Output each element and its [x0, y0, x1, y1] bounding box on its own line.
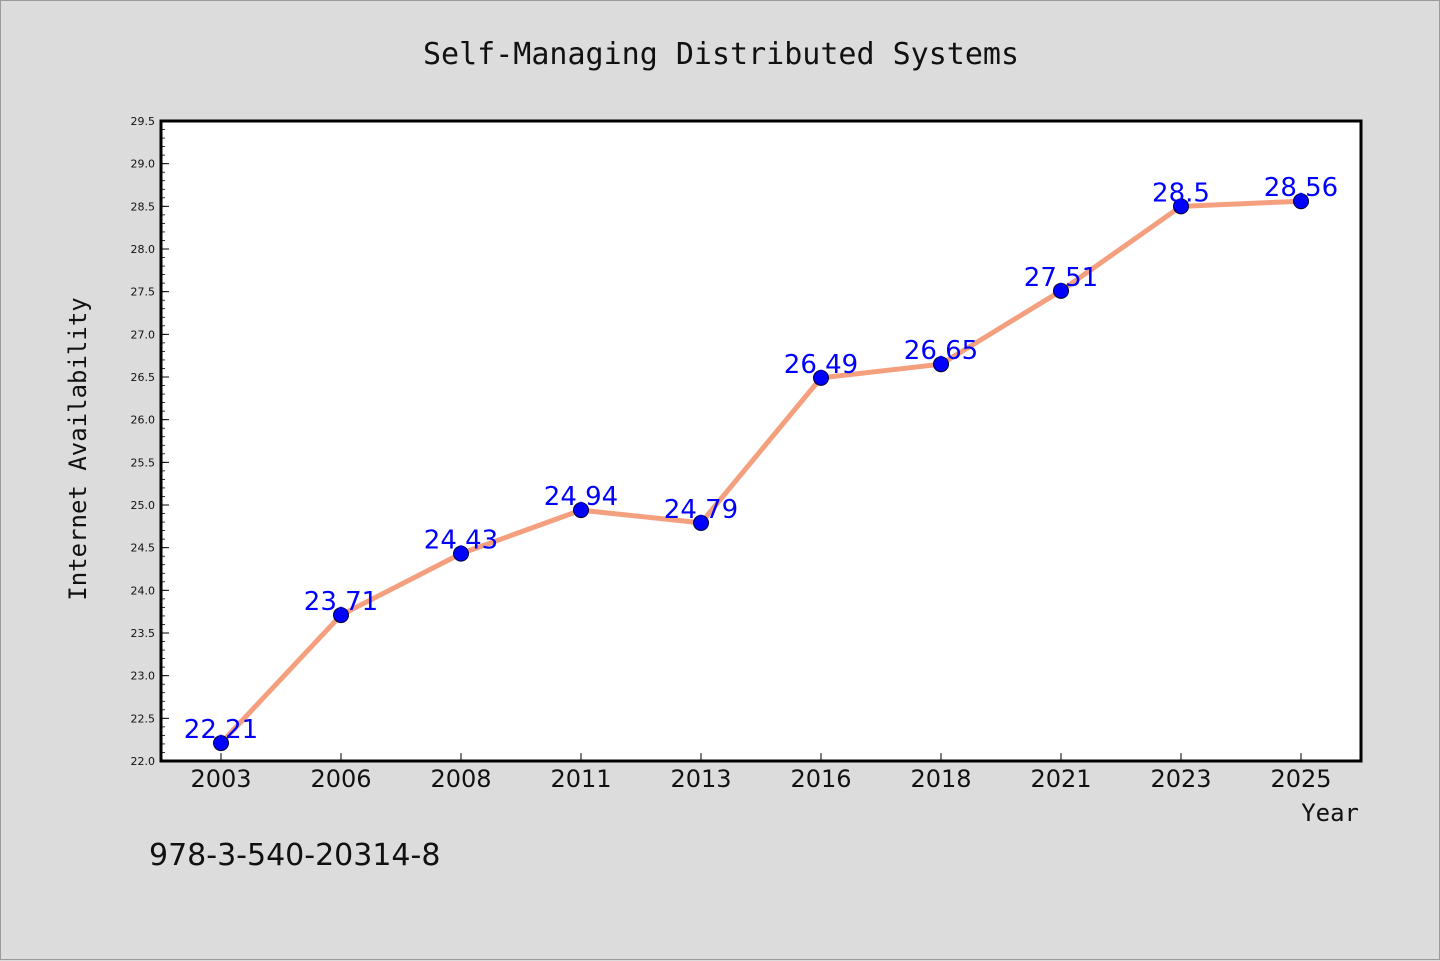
plot-area — [159, 119, 1363, 763]
y-axis-ticks: 22.0 22.5 23.0 23.5 24.0 24.5 25.0 25.5 26.0 26.5… — [131, 115, 169, 768]
x-tick-label: 2023 — [1150, 765, 1211, 793]
data-label: 26.65 — [904, 336, 978, 366]
data-point — [1173, 198, 1189, 215]
y-tick-label: 24.0 — [131, 584, 156, 597]
y-tick-label: 28.5 — [131, 200, 156, 213]
x-tick-label: 2025 — [1270, 765, 1331, 793]
data-label: 24.94 — [544, 482, 618, 512]
y-axis-label: Internet Availability — [64, 297, 92, 600]
data-point — [213, 735, 229, 752]
y-tick-label: 26.5 — [131, 371, 156, 384]
x-axis-label: Year — [1301, 799, 1359, 827]
x-tick-label: 2011 — [550, 765, 611, 793]
series-line — [218, 198, 1304, 746]
x-tick-label: 2016 — [790, 765, 851, 793]
x-tick-label: 2018 — [910, 765, 971, 793]
y-tick-label: 26.0 — [131, 414, 156, 427]
data-point — [1293, 193, 1309, 210]
chart-title: Self-Managing Distributed Systems — [423, 37, 1019, 72]
data-label: 23.71 — [304, 587, 378, 617]
y-tick-label: 23.5 — [131, 627, 156, 640]
data-point — [453, 545, 469, 562]
data-label: 22.21 — [184, 715, 258, 745]
data-label: 26.49 — [784, 350, 858, 380]
data-point — [573, 502, 589, 519]
data-point — [693, 514, 709, 531]
y-tick-label: 23.0 — [131, 670, 156, 683]
y-tick-label: 28.0 — [131, 243, 156, 256]
series-layer: 22.21 23.71 24.43 24.94 24.79 26.49 26.65 27.51… — [184, 173, 1338, 752]
data-label: 27.51 — [1024, 263, 1098, 293]
x-tick-label: 2013 — [670, 765, 731, 793]
y-tick-label: 25.0 — [131, 499, 156, 512]
y-tick-label: 29.5 — [131, 115, 156, 128]
data-point — [813, 369, 829, 386]
x-tick-label: 2021 — [1030, 765, 1091, 793]
y-tick-label: 29.0 — [131, 158, 156, 171]
data-label: 28.5 — [1152, 178, 1210, 208]
data-point — [933, 356, 949, 373]
data-label: 24.79 — [664, 495, 738, 525]
y-tick-label: 27.0 — [131, 328, 156, 341]
footer-code: 978-3-540-20314-8 — [149, 838, 440, 873]
x-axis-ticks: 2003 2006 2008 2011 2013 2016 2018 2021 2023 2025 — [190, 753, 1332, 793]
data-point — [333, 607, 349, 624]
data-label: 28.56 — [1264, 173, 1338, 203]
y-tick-label: 22.0 — [131, 755, 156, 768]
x-tick-label: 2008 — [430, 765, 491, 793]
y-tick-label: 27.5 — [131, 286, 156, 299]
x-tick-label: 2003 — [190, 765, 251, 793]
data-label: 24.43 — [424, 526, 498, 556]
y-tick-label: 22.5 — [131, 712, 156, 725]
x-tick-label: 2006 — [310, 765, 371, 793]
data-point — [1053, 282, 1069, 299]
y-tick-label: 25.5 — [131, 456, 156, 469]
y-tick-label: 24.5 — [131, 542, 156, 555]
